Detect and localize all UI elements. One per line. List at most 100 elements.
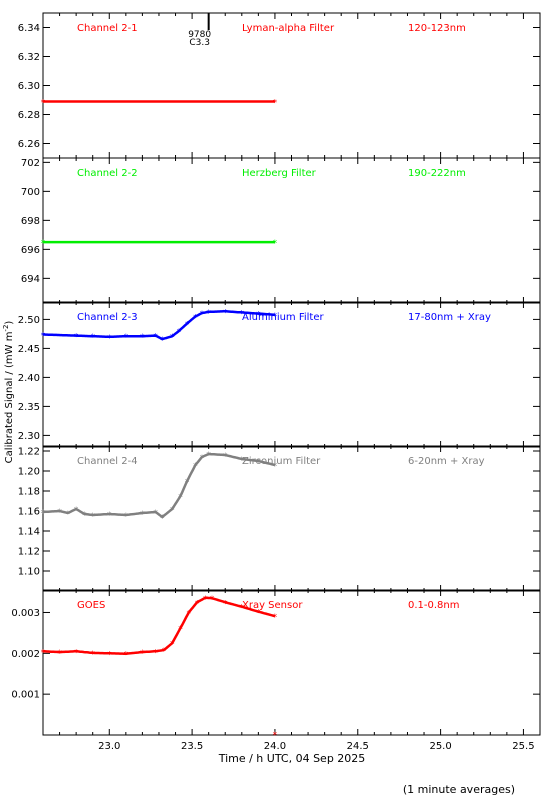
panel-filter-label: Lyman-alpha Filter [242,23,335,34]
data-point: * [256,311,261,321]
data-point: * [177,328,182,338]
data-point: * [185,478,190,488]
footnote: (1 minute averages) [403,783,515,796]
data-point: * [223,308,228,318]
data-point: * [74,333,79,343]
x-tick-label: 24.5 [347,741,369,752]
data-point: * [256,609,261,619]
data-point: * [90,650,95,660]
y-tick-label: 698 [21,216,40,227]
data-point: * [124,512,129,522]
flare-annotation-id: 9780 [188,30,211,40]
panel-channel-label: Channel 2-4 [77,456,138,467]
data-point: * [206,309,211,319]
y-tick-label: 1.10 [18,567,40,578]
y-tick-label: 1.14 [18,527,40,538]
data-point: * [140,333,145,343]
panel-frame [42,445,541,592]
data-point: * [240,309,245,319]
data-series-line [42,452,276,519]
data-point: * [210,595,215,605]
data-point: * [160,336,165,346]
y-tick-label: 1.16 [18,507,40,518]
data-point: * [124,651,129,661]
data-point: * [170,506,175,516]
panel-channel-label: Channel 2-3 [77,312,138,323]
x-tick-label: 23.5 [181,741,203,752]
y-tick-label: 2.40 [18,373,40,384]
data-point: * [273,613,278,623]
flare-annotation-class: C3.3 [189,38,210,48]
data-point: * [185,320,190,330]
data-point: * [170,333,175,343]
x-tick-label: 24.0 [264,741,286,752]
data-point: * [107,650,112,660]
panel-frame [42,157,541,304]
data-point: * [90,512,95,522]
data-point: * [74,648,79,658]
y-tick-label: 0.002 [11,649,40,660]
data-point: * [82,511,87,521]
y-tick-label: 0.001 [11,690,40,701]
y-tick-label: 702 [21,158,40,169]
data-point: * [206,451,211,461]
data-point: * [140,510,145,520]
data-point: * [223,599,228,609]
data-point: * [41,509,46,519]
data-point: * [107,511,112,521]
data-point: * [178,493,183,503]
y-tick-label: 1.12 [18,547,40,558]
data-point: * [57,508,62,518]
data-point: * [162,647,167,657]
y-tick-label: 2.30 [18,431,40,442]
data-point: * [57,649,62,659]
data-point: * [200,454,205,464]
y-tick-label: 2.45 [18,344,40,355]
y-tick-label: 6.34 [18,23,40,34]
y-tick-label: 6.28 [18,110,40,121]
data-point: * [170,640,175,650]
panel-filter-label: Aluminium Filter [242,312,325,323]
panel-filter-label: Zirconium Filter [242,456,321,467]
data-point: * [187,609,192,619]
data-point: * [193,314,198,324]
data-series-line [43,596,276,655]
data-point: * [193,462,198,472]
data-point: * [195,599,200,609]
panel-frame [42,301,541,448]
data-point: * [256,458,261,468]
data-point: * [223,452,228,462]
y-axis-label: Calibrated Signal / (mW m-2) [2,321,15,464]
y-tick-label: 2.35 [18,402,40,413]
panel-band-label: 17-80nm + Xray [408,312,491,323]
panel-channel-label: Channel 2-1 [77,23,138,34]
data-point: * [153,333,158,343]
data-point: * [140,649,145,659]
panel-band-label: 6-20nm + Xray [408,456,485,467]
data-point: * [273,731,278,741]
data-point: * [153,648,158,658]
y-tick-label: 696 [21,245,40,256]
data-point: * [273,462,278,472]
x-axis-label: Time / h UTC, 04 Sep 2025 [218,752,366,765]
y-tick-label: 6.32 [18,52,40,63]
data-point: * [273,312,278,322]
data-point: * [240,604,245,614]
y-tick-label: 1.18 [18,487,40,498]
data-point: * [41,331,46,341]
panel-filter-label: Xray Sensor [242,600,303,611]
y-tick-label: 0.003 [11,608,40,619]
panel-band-label: 0.1-0.8nm [408,600,460,611]
y-tick-label: 700 [21,187,40,198]
y-tick-label: 694 [21,274,40,285]
data-point: * [240,456,245,466]
data-point: * [107,334,112,344]
y-tick-label: 6.30 [18,81,40,92]
data-point: * [90,333,95,343]
data-point: * [178,625,183,635]
data-point: * [273,98,278,108]
panel-channel-label: GOES [77,600,105,611]
data-series-line [43,310,275,341]
panel-band-label: 120-123nm [408,23,466,34]
